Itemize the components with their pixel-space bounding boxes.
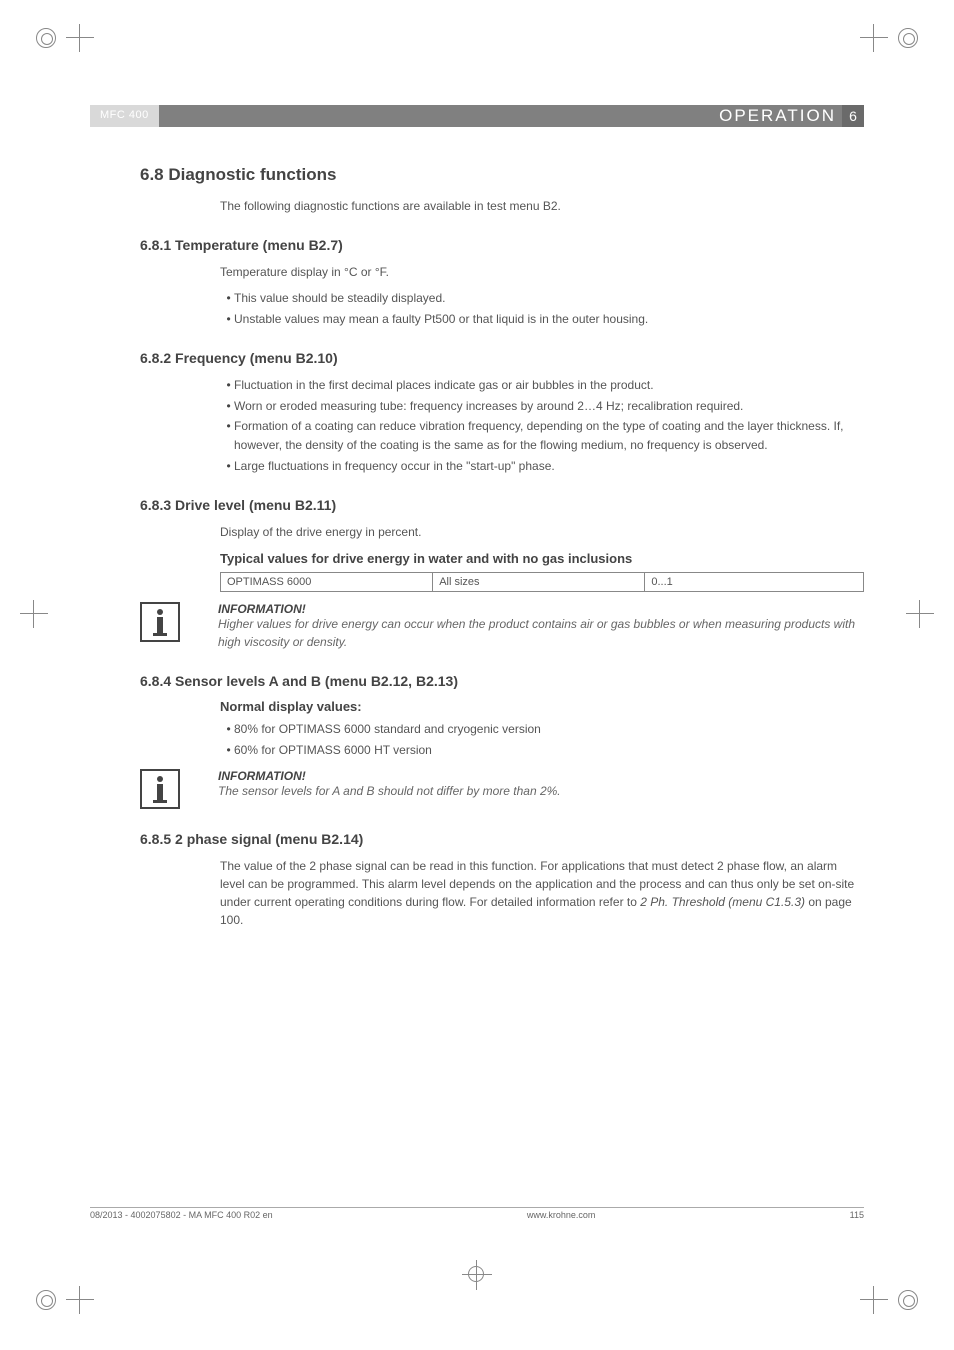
table-cell: OPTIMASS 6000 (221, 573, 433, 592)
temp-desc: Temperature display in °C or °F. (220, 263, 864, 281)
list-item: 60% for OPTIMASS 6000 HT version (234, 741, 864, 760)
heading-6-8-4: 6.8.4 Sensor levels A and B (menu B2.12,… (140, 673, 864, 689)
heading-6-8-2: 6.8.2 Frequency (menu B2.10) (140, 350, 864, 366)
heading-6-8: 6.8 Diagnostic functions (140, 165, 864, 185)
table-cell: 0...1 (645, 573, 864, 592)
footer-mid: www.krohne.com (527, 1210, 596, 1220)
info-box: INFORMATION! Higher values for drive ene… (140, 602, 864, 651)
crop-mark (20, 600, 48, 628)
info-body: The sensor levels for A and B should not… (218, 783, 561, 800)
print-mark (898, 28, 918, 48)
product-label: MFC 400 (90, 105, 159, 127)
temp-list: This value should be steadily displayed.… (220, 289, 864, 328)
subheading: Normal display values: (220, 699, 864, 714)
drive-desc: Display of the drive energy in percent. (220, 523, 864, 541)
page-footer: 08/2013 - 4002075802 - MA MFC 400 R02 en… (90, 1207, 864, 1220)
footer-left: 08/2013 - 4002075802 - MA MFC 400 R02 en (90, 1210, 273, 1220)
heading-6-8-1: 6.8.1 Temperature (menu B2.7) (140, 237, 864, 253)
intro-text: The following diagnostic functions are a… (220, 197, 864, 215)
info-body: Higher values for drive energy can occur… (218, 616, 864, 651)
sensor-list: 80% for OPTIMASS 6000 standard and cryog… (220, 720, 864, 759)
section-number: 6 (842, 105, 864, 127)
list-item: Large fluctuations in frequency occur in… (234, 457, 864, 476)
info-icon (140, 769, 180, 809)
print-mark (898, 1290, 918, 1310)
info-box: INFORMATION! The sensor levels for A and… (140, 769, 864, 809)
print-mark (36, 28, 56, 48)
fold-mark (462, 1260, 492, 1290)
crop-mark (66, 24, 94, 52)
page-number: 115 (850, 1210, 864, 1220)
page: MFC 400 OPERATION 6 6.8 Diagnostic funct… (0, 0, 954, 1350)
cross-reference: 2 Ph. Threshold (menu C1.5.3) (640, 895, 805, 909)
list-item: 80% for OPTIMASS 6000 standard and cryog… (234, 720, 864, 739)
crop-mark (860, 1286, 888, 1314)
section-title: OPERATION (159, 105, 842, 127)
info-title: INFORMATION! (218, 602, 864, 616)
page-header: MFC 400 OPERATION 6 (90, 105, 864, 127)
crop-mark (906, 600, 934, 628)
heading-6-8-3: 6.8.3 Drive level (menu B2.11) (140, 497, 864, 513)
list-item: Unstable values may mean a faulty Pt500 … (234, 310, 864, 329)
list-item: This value should be steadily displayed. (234, 289, 864, 308)
table-caption: Typical values for drive energy in water… (220, 551, 864, 566)
print-mark (36, 1290, 56, 1310)
heading-6-8-5: 6.8.5 2 phase signal (menu B2.14) (140, 831, 864, 847)
drive-table: OPTIMASS 6000 All sizes 0...1 (220, 572, 864, 592)
content: 6.8 Diagnostic functions The following d… (140, 165, 864, 929)
list-item: Worn or eroded measuring tube: frequency… (234, 397, 864, 416)
info-title: INFORMATION! (218, 769, 561, 783)
phase-desc: The value of the 2 phase signal can be r… (220, 857, 864, 929)
crop-mark (66, 1286, 94, 1314)
crop-mark (860, 24, 888, 52)
list-item: Fluctuation in the first decimal places … (234, 376, 864, 395)
list-item: Formation of a coating can reduce vibrat… (234, 417, 864, 454)
info-icon (140, 602, 180, 642)
freq-list: Fluctuation in the first decimal places … (220, 376, 864, 475)
table-cell: All sizes (433, 573, 645, 592)
